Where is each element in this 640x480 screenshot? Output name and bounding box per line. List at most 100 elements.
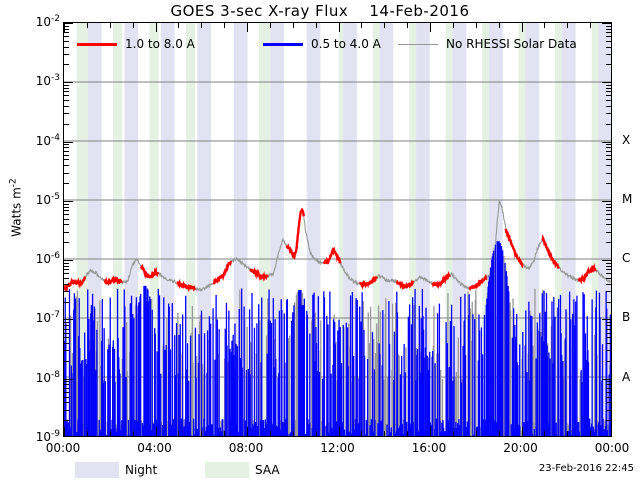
y-tick (64, 84, 69, 86)
band-legend-swatch (75, 462, 119, 478)
y-tick (606, 28, 611, 30)
x-tick (361, 23, 363, 28)
y-tick (606, 325, 611, 327)
x-tick (452, 23, 454, 28)
x-tick (247, 23, 248, 32)
band-legend-label: SAA (255, 463, 280, 477)
legend-swatch-line (263, 42, 303, 46)
y-tick (64, 206, 69, 208)
y-tick (606, 218, 611, 220)
x-tick (64, 427, 65, 436)
x-tick (430, 427, 431, 436)
band-legend-label: Night (125, 463, 158, 477)
y-tick (606, 150, 611, 152)
y-tick (64, 150, 69, 152)
y-tick (606, 337, 611, 339)
x-tick-label-0: 00:00 (45, 441, 81, 455)
y-tick (602, 319, 611, 321)
x-tick (269, 431, 271, 436)
legend-swatch-line (398, 43, 438, 45)
y-tick (606, 210, 611, 212)
x-tick (109, 431, 111, 436)
x-tick (338, 427, 340, 436)
y-tick (64, 420, 69, 422)
x-tick (109, 23, 111, 28)
x-tick (430, 23, 431, 32)
y-tick (606, 301, 611, 303)
y-tick (606, 36, 611, 38)
y-tick (606, 384, 611, 386)
x-tick (544, 431, 546, 436)
flare-class-label-c: C (622, 251, 631, 266)
x-tick (407, 431, 409, 436)
y-tick (602, 260, 611, 262)
y-tick (606, 322, 611, 324)
x-tick-label-2: 08:00 (228, 441, 264, 455)
y-tick-label-3: 10-5 (35, 191, 60, 207)
y-tick (602, 82, 611, 84)
flare-class-label-x: X (622, 132, 631, 147)
x-tick (544, 23, 546, 28)
y-tick (64, 224, 69, 226)
x-tick (201, 23, 203, 28)
x-tick (567, 23, 569, 28)
x-tick (132, 23, 134, 28)
y-tick (606, 105, 611, 107)
y-tick (606, 40, 611, 42)
legend-swatch-line (77, 42, 117, 46)
y-tick (64, 172, 69, 174)
y-tick (64, 214, 69, 215)
x-tick (315, 431, 317, 436)
y-tick (64, 123, 69, 125)
band-legend-item-saa: SAA (205, 461, 280, 479)
x-tick (224, 23, 226, 28)
y-tick (606, 350, 611, 352)
y-tick (606, 402, 611, 404)
x-tick (407, 23, 409, 28)
y-tick (64, 384, 69, 386)
x-tick-label-6: 00:00 (594, 441, 630, 455)
y-tick (64, 147, 69, 149)
y-tick (64, 337, 69, 339)
x-tick (224, 431, 226, 436)
x-tick (361, 431, 363, 436)
y-tick-label-5: 10-7 (35, 310, 60, 326)
y-tick (64, 378, 73, 380)
y-tick (606, 144, 611, 146)
y-tick (64, 242, 69, 244)
y-tick (606, 32, 611, 34)
y-tick (606, 242, 611, 244)
legend-label: 1.0 to 8.0 A (125, 37, 195, 51)
x-axis-labels: 00:00 04:00 08:00 12:00 16:00 20:00 00:00 (0, 441, 640, 461)
legend-item-0: 1.0 to 8.0 A (77, 34, 195, 54)
y-tick (606, 46, 611, 48)
y-tick (606, 343, 611, 345)
y-tick (606, 53, 611, 55)
y-tick (606, 273, 611, 275)
y-tick (64, 291, 69, 293)
y-tick (606, 262, 611, 264)
y-tick (64, 113, 69, 115)
y-tick (64, 23, 73, 24)
y-tick (64, 141, 73, 143)
x-tick (201, 431, 203, 436)
y-tick (64, 328, 69, 330)
y-tick (606, 172, 611, 174)
y-tick (606, 113, 611, 115)
y-tick-label-2: 10-4 (35, 132, 60, 148)
y-axis-labels: 10-2 10-3 10-4 10-5 10-6 10-7 10-8 10-9 (0, 0, 60, 480)
y-tick (606, 100, 611, 102)
y-tick (602, 378, 611, 380)
y-tick (64, 95, 69, 97)
y-tick (64, 64, 69, 66)
y-tick (64, 325, 69, 327)
x-tick (590, 431, 592, 436)
y-tick (606, 381, 611, 383)
chart-legend: 1.0 to 8.0 A 0.5 to 4.0 A No RHESSI Solar … (63, 34, 612, 56)
y-tick (64, 283, 69, 285)
y-tick (64, 91, 69, 93)
y-tick (64, 396, 69, 398)
band-legend: 23-Feb-2016 22:45 Night SAA (0, 461, 640, 480)
legend-item-2: No RHESSI Solar Data (398, 34, 577, 54)
